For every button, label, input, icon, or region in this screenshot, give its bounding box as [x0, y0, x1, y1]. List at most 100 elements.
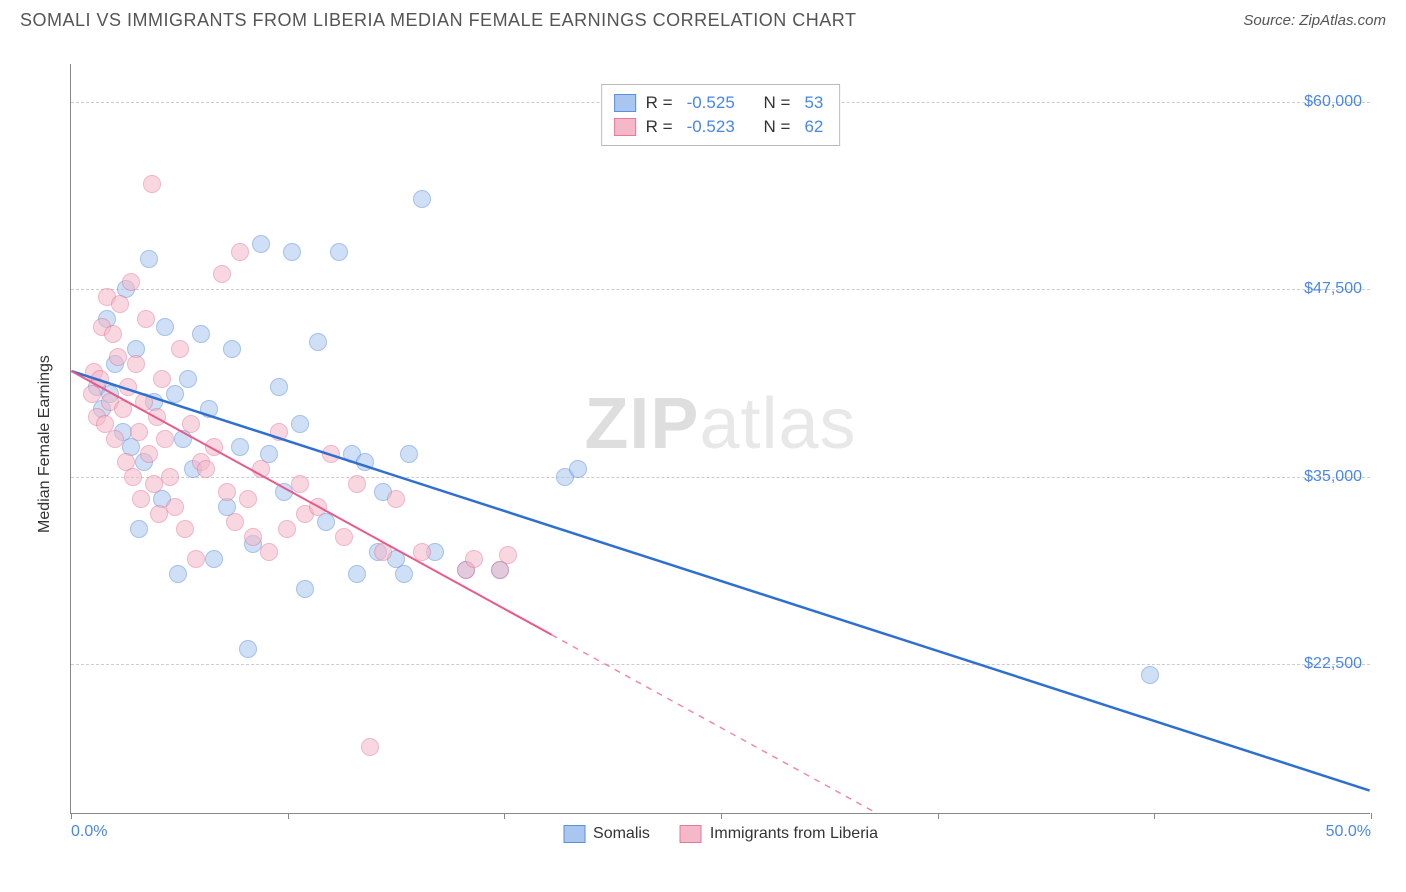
data-point — [127, 355, 145, 373]
data-point — [161, 468, 179, 486]
data-point — [91, 370, 109, 388]
x-tick-label: 0.0% — [71, 823, 107, 841]
data-point — [130, 520, 148, 538]
data-point — [192, 325, 210, 343]
data-point — [1141, 666, 1159, 684]
data-point — [374, 543, 392, 561]
data-point — [122, 273, 140, 291]
data-point — [130, 423, 148, 441]
series-legend: Somalis Immigrants from Liberia — [563, 825, 878, 843]
data-point — [124, 468, 142, 486]
data-point — [270, 423, 288, 441]
data-point — [140, 250, 158, 268]
data-point — [335, 528, 353, 546]
data-point — [244, 528, 262, 546]
data-point — [135, 393, 153, 411]
x-tick — [938, 813, 939, 819]
data-point — [348, 475, 366, 493]
data-point — [205, 438, 223, 456]
data-point — [296, 580, 314, 598]
swatch-somalis-bottom — [563, 825, 585, 843]
n-label: N = — [764, 93, 791, 113]
data-point — [239, 640, 257, 658]
source-prefix: Source: — [1243, 12, 1299, 29]
regression-lines — [71, 64, 1370, 813]
swatch-liberia — [614, 118, 636, 136]
y-tick-label: $47,500 — [1304, 280, 1362, 298]
data-point — [153, 370, 171, 388]
data-point — [309, 498, 327, 516]
data-point — [278, 520, 296, 538]
data-point — [119, 378, 137, 396]
data-point — [213, 265, 231, 283]
correlation-legend: R = -0.525 N = 53 R = -0.523 N = 62 — [601, 84, 841, 146]
data-point — [156, 318, 174, 336]
x-tick — [1154, 813, 1155, 819]
x-tick — [721, 813, 722, 819]
legend-item-somalis: Somalis — [563, 825, 650, 843]
data-point — [166, 385, 184, 403]
data-point — [322, 445, 340, 463]
x-tick — [1371, 813, 1372, 819]
data-point — [114, 400, 132, 418]
data-point — [109, 348, 127, 366]
data-point — [200, 400, 218, 418]
r-label: R = — [646, 117, 673, 137]
data-point — [330, 243, 348, 261]
r-label: R = — [646, 93, 673, 113]
data-point — [179, 370, 197, 388]
n-label: N = — [764, 117, 791, 137]
legend-label-somalis: Somalis — [593, 825, 650, 843]
source-name: ZipAtlas.com — [1299, 12, 1386, 29]
data-point — [260, 543, 278, 561]
data-point — [361, 738, 379, 756]
data-point — [252, 460, 270, 478]
data-point — [223, 340, 241, 358]
y-tick-label: $60,000 — [1304, 93, 1362, 111]
data-point — [395, 565, 413, 583]
data-point — [283, 243, 301, 261]
data-point — [499, 546, 517, 564]
data-point — [218, 483, 236, 501]
gridline — [71, 477, 1370, 478]
legend-item-liberia: Immigrants from Liberia — [680, 825, 878, 843]
watermark: ZIPatlas — [584, 383, 856, 465]
swatch-liberia-bottom — [680, 825, 702, 843]
legend-label-liberia: Immigrants from Liberia — [710, 825, 878, 843]
gridline — [71, 664, 1370, 665]
data-point — [291, 415, 309, 433]
data-point — [182, 415, 200, 433]
n-value-somalis: 53 — [804, 93, 823, 113]
data-point — [231, 438, 249, 456]
data-point — [171, 340, 189, 358]
r-value-liberia: -0.523 — [687, 117, 735, 137]
data-point — [348, 565, 366, 583]
x-tick-label: 50.0% — [1326, 823, 1371, 841]
data-point — [270, 378, 288, 396]
data-point — [166, 498, 184, 516]
source-attribution: Source: ZipAtlas.com — [1243, 12, 1386, 29]
chart-container: Median Female Earnings ZIPatlas R = -0.5… — [20, 44, 1386, 892]
data-point — [413, 190, 431, 208]
data-point — [169, 565, 187, 583]
r-value-somalis: -0.525 — [687, 93, 735, 113]
data-point — [187, 550, 205, 568]
y-tick-label: $22,500 — [1304, 655, 1362, 673]
data-point — [252, 235, 270, 253]
data-point — [176, 520, 194, 538]
data-point — [413, 543, 431, 561]
data-point — [156, 430, 174, 448]
gridline — [71, 289, 1370, 290]
y-tick-label: $35,000 — [1304, 468, 1362, 486]
data-point — [197, 460, 215, 478]
x-tick — [71, 813, 72, 819]
data-point — [239, 490, 257, 508]
x-tick — [504, 813, 505, 819]
data-point — [309, 333, 327, 351]
data-point — [205, 550, 223, 568]
data-point — [132, 490, 150, 508]
watermark-rest: atlas — [699, 384, 856, 464]
n-value-liberia: 62 — [804, 117, 823, 137]
data-point — [106, 430, 124, 448]
y-axis-label: Median Female Earnings — [36, 355, 54, 533]
